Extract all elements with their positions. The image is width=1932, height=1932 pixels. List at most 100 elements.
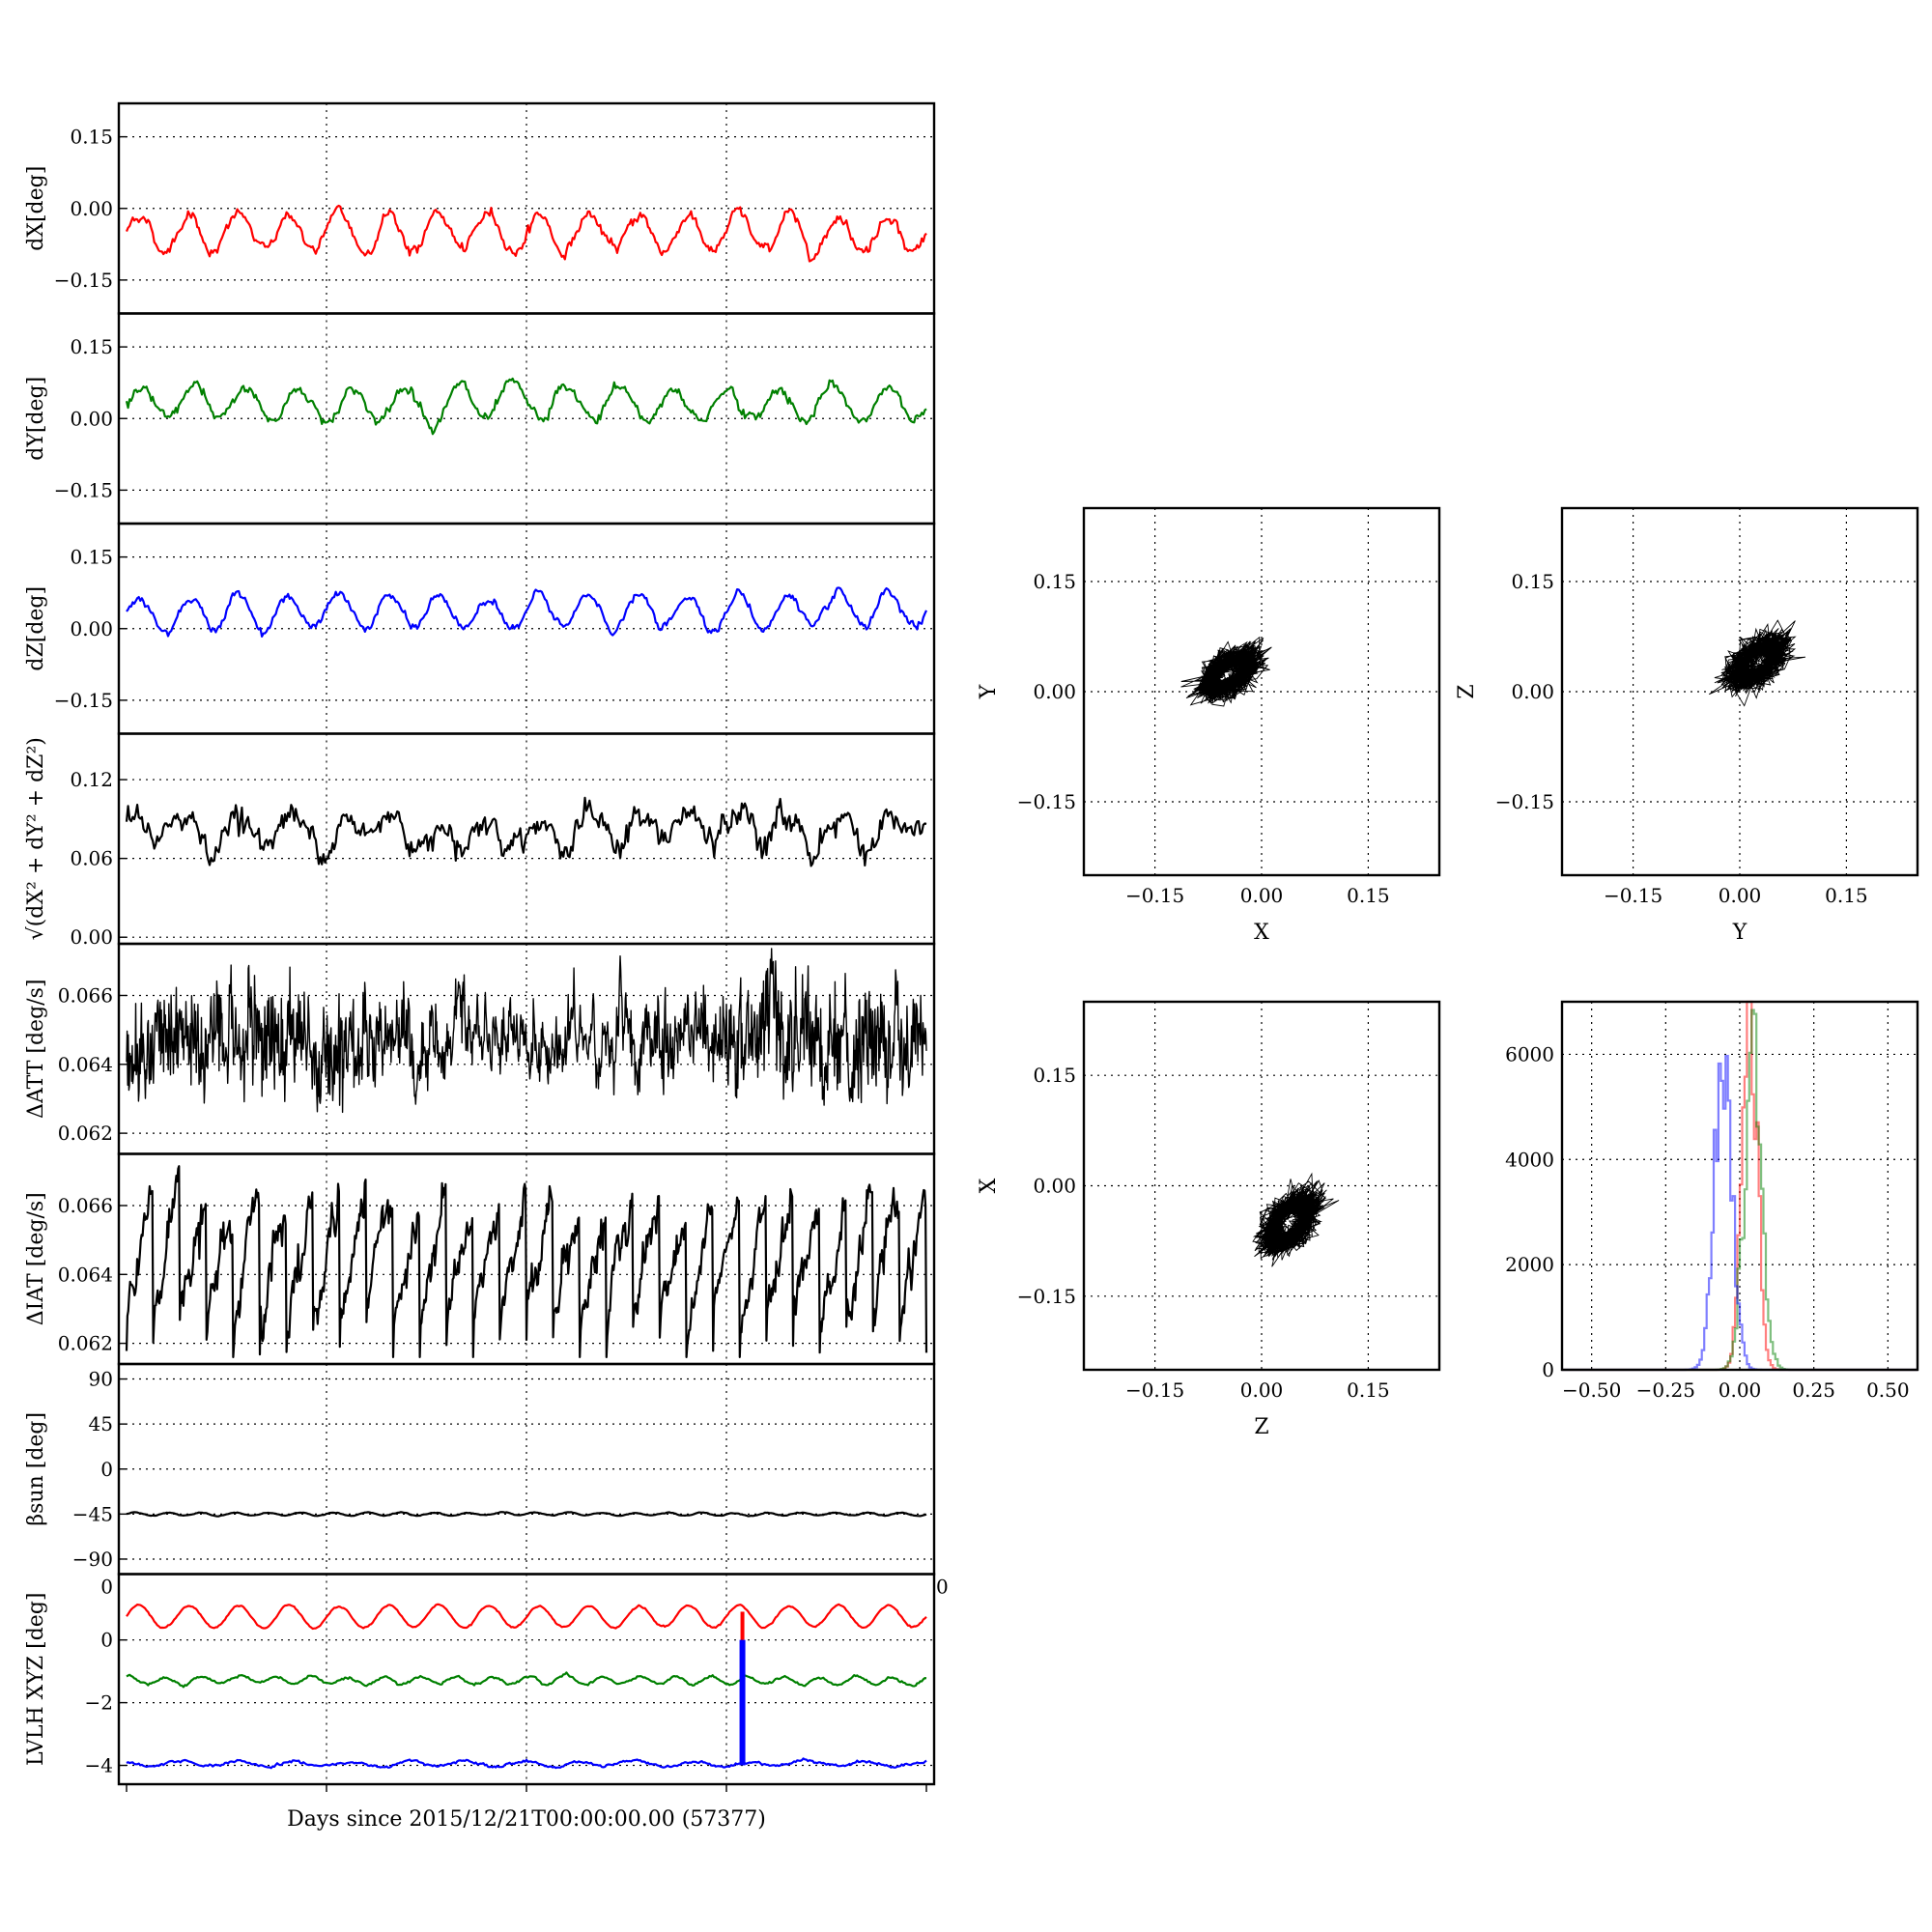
y-tick-label: 90 [89,1368,113,1391]
series-line-beta_sun [126,1511,927,1518]
y-tick-label: 6000 [1505,1042,1554,1065]
extra-tick-label: 0 [936,1576,949,1599]
y-tick-label: 45 [89,1412,113,1435]
x-tick-label: 0.15 [1347,884,1390,907]
x-tick-label: 0.00 [1240,1378,1284,1402]
y-axis-label: βsun [deg] [24,1412,48,1526]
y-tick-label: 0.15 [1511,570,1554,593]
x-axis-label: Y [1732,921,1747,945]
y-axis-label: ΔIAT [deg/s] [24,1192,48,1325]
y-tick-label: −0.15 [1017,790,1076,813]
y-tick-label: 0.15 [70,546,113,569]
y-tick-label: 0 [1542,1358,1554,1381]
y-tick-label: 0.064 [58,1053,113,1076]
time-series-panels: −0.15 0.00 0.15 dX[deg] −0.15 0.00 0.15 dY[deg]… [24,101,949,1792]
y-tick-label: −0.15 [1017,1285,1076,1308]
y-tick-label: 4000 [1505,1148,1554,1171]
scatter-panels: −0.15 −0.15 0.00 0.00 0.15 0.15 X Y −0.15 −0.15 0.… [977,506,1919,1439]
x-tick-label: −0.25 [1636,1378,1695,1402]
y-axis-label: LVLH XYZ [deg] [24,1593,48,1767]
y-tick-label: 0.062 [58,1122,113,1145]
panel-att: 0.062 0.064 0.066 ΔATT [deg/s] [24,942,936,1155]
x-tick-label: −0.15 [1604,884,1662,907]
histogram-panel: −0.50 −0.25 0.00 0.25 0.50 0 2000 4000 6000 [1505,1000,1919,1402]
series-line-dx [125,204,927,263]
y-axis-label: dZ[deg] [24,586,48,671]
panel-frame [1082,506,1441,877]
panel-frame [1560,506,1919,877]
series-line-diat [125,1165,928,1359]
y-tick-label: 0.00 [70,197,113,220]
y-tick-label: 2000 [1505,1253,1554,1276]
extra-tick-label: 0 [100,1576,113,1599]
x-axis-label: Z [1254,1415,1268,1439]
scatter-trace [1180,636,1272,707]
y-tick-label: 0.06 [70,847,113,870]
y-tick-label: 0.00 [1033,680,1076,703]
panel-iat: 0.062 0.064 0.066 ΔIAT [deg/s] [24,1152,936,1366]
series-line-datt [126,948,927,1114]
x-tick-label: 0.25 [1792,1378,1835,1402]
panel-lvlh: −4 −2 0 0 0 LVLH XYZ [deg] [24,1573,949,1786]
y-tick-label: 0.062 [58,1332,113,1355]
y-axis-label: √(dX² + dY² + dZ²) [24,737,48,940]
y-axis-label: Y [977,684,1001,699]
panel-dr: 0.00 0.06 0.12 √(dX² + dY² + dZ²) [24,732,936,949]
x-tick-label: 0.15 [1825,884,1868,907]
series-line-dy [125,377,927,436]
x-tick-label: −0.50 [1562,1378,1621,1402]
x-tick-label: 0.15 [1347,1378,1390,1402]
panel-frame [1560,1000,1919,1372]
y-tick-label: 0.00 [70,617,113,640]
y-tick-label: −0.15 [54,478,113,501]
y-tick-label: 0.00 [70,407,113,430]
panel-dz: −0.15 0.00 0.15 dZ[deg] [24,522,936,735]
y-axis-label: dY[deg] [24,377,48,461]
y-tick-label: −0.15 [1495,790,1554,813]
x-tick-label: 0.00 [1240,884,1284,907]
y-axis-label: X [977,1178,1001,1193]
x-tick-label: −0.15 [1125,884,1184,907]
scatter-yz: −0.15 −0.15 0.00 0.00 0.15 0.15 Y Z [1455,506,1919,945]
series-line-lvlh-x [126,1603,927,1631]
y-tick-label: 0.00 [1033,1175,1076,1198]
y-tick-label: 0.15 [70,335,113,358]
panel-frame [1082,1000,1441,1372]
y-tick-label: 0.064 [58,1263,113,1286]
panel-dy: −0.15 0.00 0.15 dY[deg] [24,312,936,526]
y-tick-label: 0.066 [58,983,113,1007]
panel-dx: −0.15 0.00 0.15 dX[deg] [24,101,936,315]
y-tick-label: 0.00 [1511,680,1554,703]
y-tick-label: −4 [85,1754,113,1777]
y-tick-label: −0.15 [54,689,113,712]
y-tick-label: 0 [100,1458,113,1481]
y-tick-label: −0.15 [54,269,113,292]
series-line-sqrt [125,796,927,867]
y-tick-label: 0.15 [1033,1064,1076,1087]
scatter-trace [1708,619,1806,707]
scatter-xy: −0.15 −0.15 0.00 0.00 0.15 0.15 X Y [977,506,1441,945]
y-tick-label: −45 [72,1502,113,1525]
y-tick-label: 0.15 [1033,570,1076,593]
scatter-trace [1252,1172,1340,1267]
x-tick-label: 0.00 [1719,884,1762,907]
scatter-zx: −0.15 −0.15 0.00 0.00 0.15 0.15 Z X [977,1000,1441,1439]
y-tick-label: 0.00 [70,925,113,949]
panel-beta: −90 −45 0 45 90 βsun [deg] [24,1362,936,1576]
x-axis-label: X [1254,921,1269,945]
series-line-lvlh-z [126,1757,927,1770]
y-tick-label: 0.12 [70,768,113,791]
series-line-dz [126,586,927,639]
x-tick-label: −0.15 [1125,1378,1184,1402]
series-line-lvlh-y [126,1671,927,1689]
y-axis-label: ΔATT [deg/s] [24,980,48,1119]
y-tick-label: 0.066 [58,1194,113,1217]
x-axis-label: Days since 2015/12/21T00:00:00.00 (57377… [287,1807,766,1832]
y-axis-label: dX[deg] [24,166,48,251]
x-tick-label: 0.50 [1866,1378,1910,1402]
y-tick-label: −90 [72,1548,113,1571]
y-tick-label: −2 [85,1691,113,1715]
y-tick-label: 0 [100,1629,113,1652]
x-tick-label: 0.00 [1719,1378,1762,1402]
